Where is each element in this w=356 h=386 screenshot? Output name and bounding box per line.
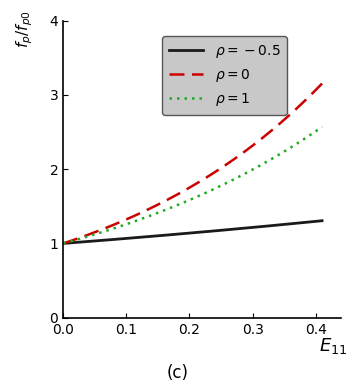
Line: $\rho =-0.5$: $\rho =-0.5$ xyxy=(63,221,322,244)
$\rho =0$ xyxy=(320,81,324,86)
Text: (c): (c) xyxy=(167,364,189,382)
X-axis label: $E_{11}$: $E_{11}$ xyxy=(319,335,347,356)
Line: $\rho =1$: $\rho =1$ xyxy=(63,127,322,244)
$\rho =-0.5$ xyxy=(320,218,324,223)
$\rho =0$ xyxy=(214,169,218,174)
$\rho =-0.5$ xyxy=(178,232,182,236)
$\rho =0$ xyxy=(234,156,238,160)
$\rho =1$ xyxy=(256,164,260,169)
$\rho =0$ xyxy=(107,224,111,229)
$\rho =-0.5$ xyxy=(61,241,66,246)
Legend: $\rho =-0.5$, $\rho =0$, $\rho =1$: $\rho =-0.5$, $\rho =0$, $\rho =1$ xyxy=(162,36,287,115)
$\rho =-0.5$ xyxy=(234,227,238,231)
Y-axis label: $f_p/f_{p0}$: $f_p/f_{p0}$ xyxy=(15,10,35,48)
$\rho =1$ xyxy=(214,186,218,191)
$\rho =1$ xyxy=(107,228,111,232)
$\rho =-0.5$ xyxy=(256,225,260,229)
$\rho =0$ xyxy=(127,216,132,220)
$\rho =-0.5$ xyxy=(107,237,111,242)
$\rho =1$ xyxy=(234,176,238,181)
$\rho =1$ xyxy=(178,201,182,206)
Line: $\rho =0$: $\rho =0$ xyxy=(63,83,322,244)
$\rho =-0.5$ xyxy=(214,229,218,233)
$\rho =-0.5$ xyxy=(127,236,132,240)
$\rho =0$ xyxy=(178,191,182,195)
$\rho =1$ xyxy=(320,125,324,129)
$\rho =0$ xyxy=(61,241,66,246)
$\rho =1$ xyxy=(61,241,66,246)
$\rho =1$ xyxy=(127,221,132,225)
$\rho =0$ xyxy=(256,139,260,144)
